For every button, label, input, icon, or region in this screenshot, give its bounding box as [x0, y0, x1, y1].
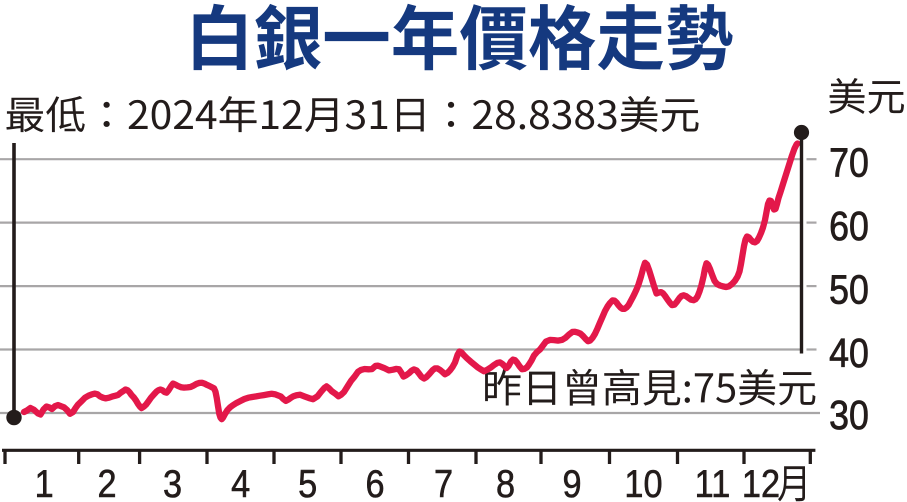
svg-text:30: 30 [829, 393, 869, 439]
svg-text:3: 3 [163, 462, 182, 502]
svg-text:9: 9 [562, 462, 581, 502]
svg-text:40: 40 [829, 331, 869, 377]
svg-text:1: 1 [35, 462, 54, 502]
svg-text:4: 4 [231, 462, 250, 502]
svg-text:2: 2 [97, 462, 116, 502]
svg-text:70: 70 [829, 140, 869, 186]
svg-text:5: 5 [298, 462, 317, 502]
svg-text:8: 8 [496, 462, 515, 502]
svg-text:6: 6 [366, 462, 385, 502]
svg-text:50: 50 [829, 267, 869, 313]
svg-text:10: 10 [624, 462, 662, 502]
svg-text:12: 12 [742, 462, 780, 502]
svg-text:60: 60 [829, 204, 869, 250]
svg-text:7: 7 [434, 462, 453, 502]
svg-text:11: 11 [695, 462, 731, 502]
